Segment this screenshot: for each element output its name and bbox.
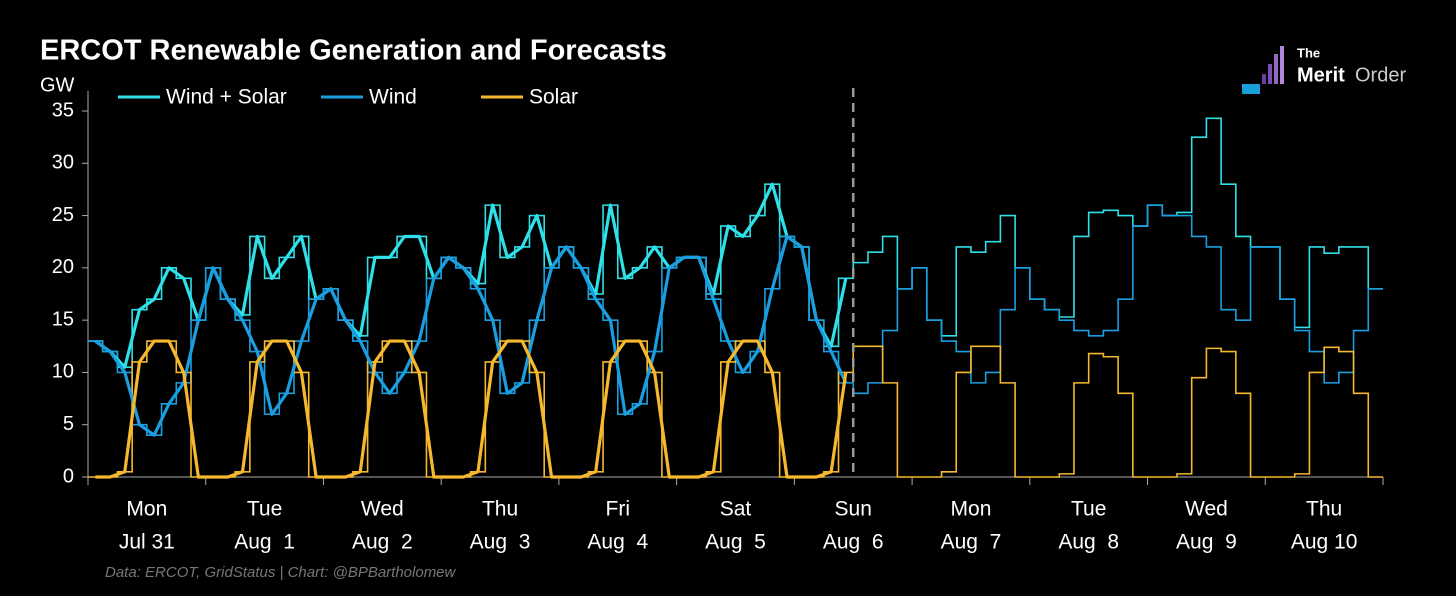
- x-tick-label: Aug 1: [234, 531, 295, 554]
- x-tick-label: Jul 31: [119, 531, 175, 554]
- y-tick-label: 35: [52, 99, 74, 121]
- logo-icon: [1274, 54, 1278, 84]
- y-tick-label: 10: [52, 361, 74, 383]
- x-tick-label: Aug 3: [470, 531, 531, 554]
- x-tick-label: Wed: [1185, 498, 1228, 521]
- x-tick-label: Thu: [482, 498, 518, 521]
- x-tick-label: Wed: [361, 498, 404, 521]
- actual-line: [94, 234, 848, 437]
- legend-label: Wind: [369, 86, 417, 109]
- y-tick-label: 30: [52, 152, 74, 174]
- x-tick-label: Tue: [1071, 498, 1106, 521]
- x-tick-label: Aug 7: [941, 531, 1002, 554]
- logo-icon: [1242, 84, 1260, 94]
- actual-line: [95, 339, 848, 479]
- x-tick-label: Aug 2: [352, 531, 413, 554]
- y-tick-label: 5: [63, 413, 74, 435]
- source: Data: ERCOT, GridStatus | Chart: @BPBart…: [105, 564, 457, 581]
- legend-label: Solar: [529, 86, 578, 109]
- x-tick-label: Aug 5: [705, 531, 766, 554]
- x-tick-label: Sat: [720, 498, 752, 521]
- x-tick-label: Aug 10: [1291, 531, 1358, 554]
- x-tick-label: Thu: [1306, 498, 1342, 521]
- y-tick-label: 15: [52, 308, 74, 330]
- chart-title: ERCOT Renewable Generation and Forecasts: [40, 35, 667, 67]
- x-tick-label: Aug 6: [823, 531, 884, 554]
- x-tick-label: Aug 8: [1058, 531, 1119, 554]
- y-axis-label: GW: [40, 74, 75, 96]
- x-tick-label: Mon: [126, 498, 167, 521]
- legend-label: Wind + Solar: [166, 86, 287, 109]
- x-tick-label: Mon: [951, 498, 992, 521]
- x-tick-label: Fri: [606, 498, 631, 521]
- logo: The Merit Order: [1242, 45, 1406, 94]
- x-tick-label: Aug 9: [1176, 531, 1237, 554]
- logo-icon: [1268, 64, 1272, 84]
- x-tick-label: Sun: [835, 498, 872, 521]
- x-tick-label: Tue: [247, 498, 282, 521]
- x-tick-label: Aug 4: [587, 531, 648, 554]
- logo-icon: [1262, 74, 1266, 84]
- logo-icon: [1280, 46, 1284, 84]
- logo-text: Order: [1355, 64, 1406, 86]
- logo-text: The: [1297, 45, 1320, 60]
- y-tick-label: 20: [52, 256, 74, 278]
- y-tick-label: 25: [52, 204, 74, 226]
- y-tick-label: 0: [63, 465, 74, 487]
- logo-text: Merit: [1297, 64, 1345, 86]
